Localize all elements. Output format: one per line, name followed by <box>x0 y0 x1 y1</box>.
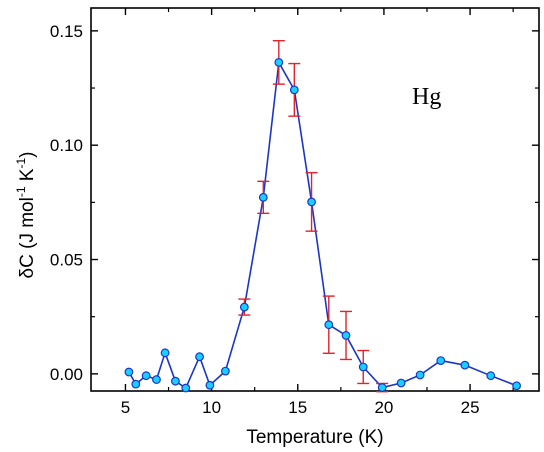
annotation-hg: Hg <box>412 84 441 110</box>
plot-frame <box>90 7 540 392</box>
data-point <box>258 192 268 202</box>
data-point <box>358 362 368 372</box>
data-point <box>436 356 446 365</box>
y-tick-label: 0.10 <box>50 136 83 155</box>
labels-group: Hg Temperature (K) δC (J mol-1 K-1) <box>14 84 441 448</box>
x-tick-label: 5 <box>121 398 130 417</box>
data-point <box>486 371 496 381</box>
x-tick-label: 20 <box>374 398 393 417</box>
y-tick-label: 0.15 <box>50 22 83 41</box>
y-axis-label-sup2: -1 <box>14 158 28 169</box>
axes: 5 10 15 20 25 0.00 0.05 0.10 0.15 <box>50 7 540 417</box>
data-point <box>341 331 351 340</box>
data-point <box>160 348 170 358</box>
data-point <box>220 366 230 376</box>
y-axis-label-suffix: ) <box>17 152 38 158</box>
x-tick-label: 10 <box>202 398 221 417</box>
y-axis-label-sup1: -1 <box>14 186 28 197</box>
data-points-group <box>124 58 521 393</box>
data-point <box>131 379 141 389</box>
y-tick-label: 0.00 <box>50 365 83 384</box>
data-point <box>195 352 204 362</box>
y-tick-label: 0.05 <box>50 251 83 270</box>
x-tick-label: 25 <box>461 398 480 417</box>
data-point <box>141 371 151 381</box>
y-axis-label-prefix: δC (J mol <box>17 197 38 278</box>
data-point <box>377 383 387 392</box>
data-point <box>307 197 316 207</box>
data-point <box>205 380 215 390</box>
x-axis-label: Temperature (K) <box>246 427 383 448</box>
x-tick-label: 15 <box>288 398 307 417</box>
data-point <box>396 378 406 388</box>
data-point <box>274 58 284 67</box>
data-point <box>324 320 334 330</box>
data-point <box>512 381 521 391</box>
y-axis-label: δC (J mol-1 K-1) <box>14 152 38 279</box>
data-point <box>289 85 299 95</box>
data-point <box>181 383 191 393</box>
series-line <box>128 61 517 389</box>
data-point <box>171 376 180 386</box>
data-point <box>152 375 161 384</box>
series-line-group <box>128 61 517 389</box>
data-point <box>239 302 249 312</box>
y-axis-label-middle: K <box>17 168 38 186</box>
data-point <box>124 367 134 377</box>
data-point <box>415 370 425 380</box>
data-point <box>460 360 470 370</box>
